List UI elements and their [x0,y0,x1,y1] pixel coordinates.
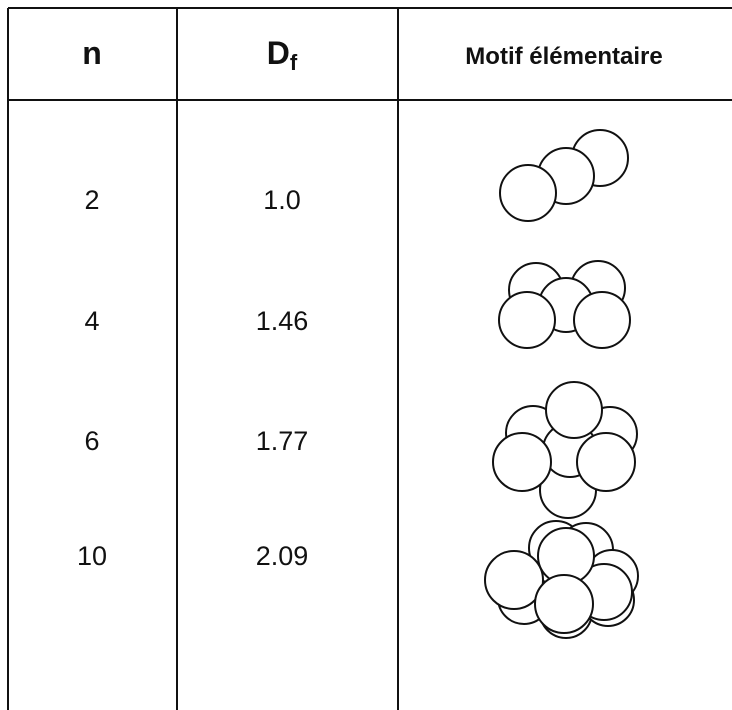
header-cell: Motif élémentaire [465,43,662,70]
table-row: 4 1.46 [84,306,308,336]
motif-ten [484,520,639,639]
cell: 2.09 [256,541,309,571]
cell: 1.0 [263,185,301,215]
cell: 10 [77,541,107,571]
cell: 4 [84,306,99,336]
cell: 1.77 [256,426,309,456]
header-cell: Df [267,35,298,75]
header-cell: n [82,35,102,71]
motif-six [492,381,638,519]
cell: 1.46 [256,306,309,336]
header-subscript: f [290,50,298,75]
table-row: 10 2.09 [77,541,308,571]
motif-four [498,260,631,349]
table-row: 6 1.77 [84,426,308,456]
cell: 2 [84,185,99,215]
header-text: D [267,35,290,71]
motif-chain [499,129,629,222]
cell: 6 [84,426,99,456]
table-row: 2 1.0 [84,185,300,215]
